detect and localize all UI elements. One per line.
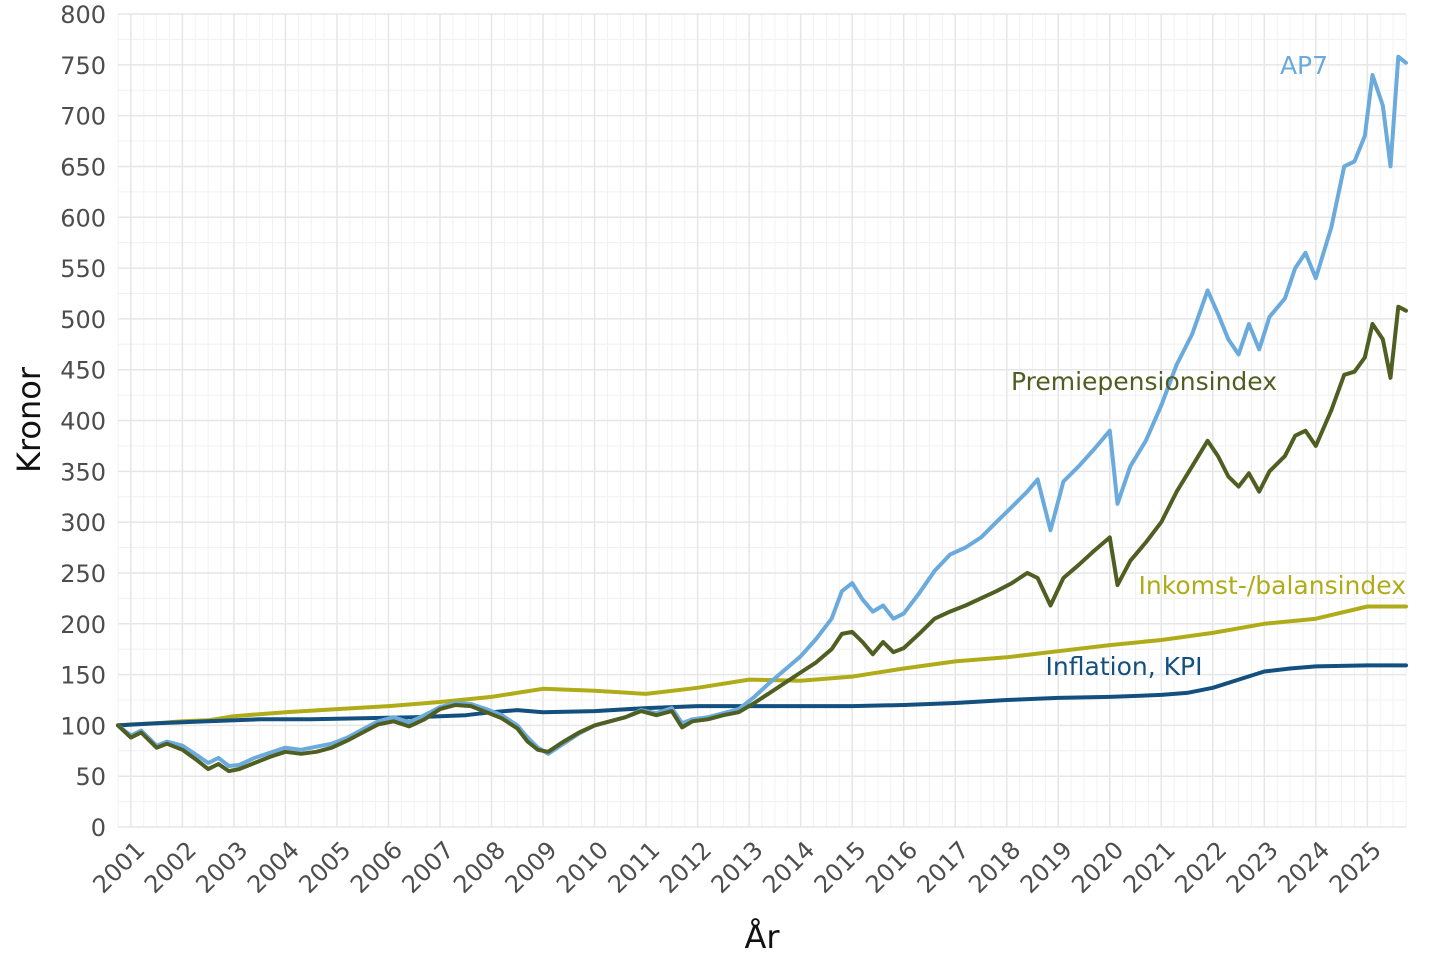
y-tick-label: 650: [60, 153, 106, 181]
series-line-1: [116, 304, 1408, 774]
x-tick-label: 2012: [654, 836, 717, 899]
series-line-2: [116, 604, 1408, 728]
y-tick-label: 500: [60, 306, 106, 334]
y-tick-label: 400: [60, 408, 106, 436]
y-tick-label: 750: [60, 52, 106, 80]
x-tick-label: 2004: [242, 836, 305, 899]
y-tick-label: 550: [60, 255, 106, 283]
x-tick-label: 2008: [448, 836, 511, 899]
series-line-0: [116, 54, 1408, 768]
series-label-2: Inkomst-/balansindex: [1139, 571, 1406, 600]
x-tick-label: 2025: [1324, 836, 1387, 899]
x-tick-label: 2002: [139, 836, 202, 899]
x-tick-label: 2024: [1272, 836, 1335, 899]
y-tick-label: 150: [60, 662, 106, 690]
x-tick-label: 2010: [551, 836, 614, 899]
x-tick-label: 2009: [500, 836, 563, 899]
x-axis: 2001200220032004200520062007200820092010…: [87, 836, 1386, 899]
series-label-0: AP7: [1280, 51, 1328, 80]
y-tick-label: 0: [91, 814, 106, 842]
y-tick-label: 50: [75, 763, 106, 791]
series-label-3: Inflation, KPI: [1046, 652, 1203, 681]
y-tick-label: 800: [60, 1, 106, 29]
y-axis-title: Kronor: [10, 366, 48, 473]
y-tick-label: 200: [60, 611, 106, 639]
y-axis: 0 50 100 150 200 250 300 350 400 450 500 550 600 650 7…: [60, 1, 106, 842]
y-tick-label: 100: [60, 712, 106, 740]
x-tick-label: 2019: [1015, 836, 1078, 899]
x-tick-label: 2023: [1221, 836, 1284, 899]
x-tick-label: 2021: [1118, 836, 1181, 899]
x-tick-label: 2005: [293, 836, 356, 899]
y-tick-label: 700: [60, 103, 106, 131]
y-tick-label: 300: [60, 509, 106, 537]
series-label-1: Premiepensionsindex: [1011, 367, 1277, 396]
x-tick-label: 2001: [87, 836, 150, 899]
y-tick-label: 350: [60, 458, 106, 486]
series-group: [116, 54, 1408, 774]
x-tick-label: 2018: [963, 836, 1026, 899]
x-tick-label: 2017: [912, 836, 975, 899]
series-line-3: [116, 663, 1408, 728]
x-tick-label: 2016: [860, 836, 923, 899]
y-tick-label: 600: [60, 204, 106, 232]
x-tick-label: 2014: [757, 836, 820, 899]
x-tick-label: 2020: [1066, 836, 1129, 899]
y-tick-label: 250: [60, 560, 106, 588]
x-tick-label: 2007: [397, 836, 460, 899]
x-tick-label: 2013: [706, 836, 769, 899]
x-tick-label: 2006: [345, 836, 408, 899]
series-labels: AP7 Premiepensionsindex Inkomst-/balansind…: [1011, 51, 1406, 681]
x-tick-label: 2003: [190, 836, 253, 899]
x-tick-label: 2011: [603, 836, 666, 899]
x-tick-label: 2015: [809, 836, 872, 899]
x-axis-title: År: [744, 918, 780, 956]
y-tick-label: 450: [60, 357, 106, 385]
grid-major: [118, 13, 1406, 828]
x-tick-label: 2022: [1169, 836, 1232, 899]
